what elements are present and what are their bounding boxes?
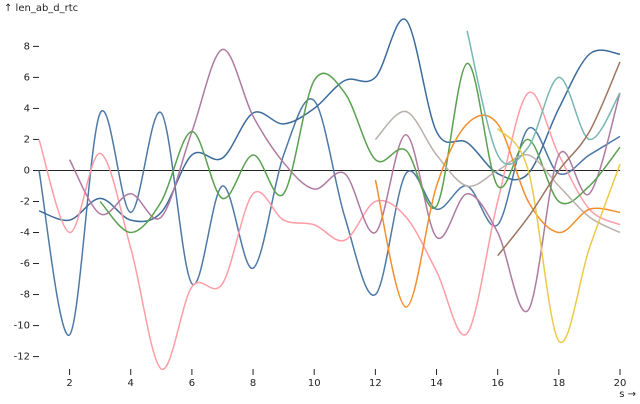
x-tick-label: 2 bbox=[66, 378, 72, 389]
series-line bbox=[99, 62, 621, 234]
x-tick-label: 18 bbox=[552, 378, 565, 389]
x-tick-label: 16 bbox=[491, 378, 504, 389]
x-tick-label: 12 bbox=[369, 378, 382, 389]
y-tick-label: 8 bbox=[24, 41, 30, 52]
y-tick-label: 4 bbox=[24, 103, 30, 114]
y-tick-label: 6 bbox=[24, 72, 30, 83]
x-tick-label: 6 bbox=[189, 378, 195, 389]
series-line bbox=[374, 114, 621, 308]
y-tick-label: -10 bbox=[14, 321, 30, 332]
series-line bbox=[466, 30, 621, 166]
y-tick-label: 0 bbox=[24, 165, 30, 176]
series-line bbox=[68, 48, 621, 313]
x-tick-label: 10 bbox=[308, 378, 321, 389]
x-tick-label: 4 bbox=[128, 378, 134, 389]
series-line bbox=[374, 110, 621, 234]
series-line bbox=[38, 91, 621, 370]
y-tick-label: -12 bbox=[14, 352, 30, 363]
series-line bbox=[497, 61, 621, 257]
x-tick-label: 14 bbox=[430, 378, 443, 389]
x-axis-label: s → bbox=[619, 389, 636, 400]
y-tick-label: -6 bbox=[20, 259, 30, 270]
x-tick-label: 20 bbox=[614, 378, 627, 389]
y-tick-label: -8 bbox=[20, 290, 30, 301]
series-line bbox=[38, 98, 621, 336]
y-tick-label: 2 bbox=[24, 134, 30, 145]
y-tick-label: -4 bbox=[20, 228, 30, 239]
y-tick-label: -2 bbox=[20, 196, 30, 207]
x-tick-label: 8 bbox=[250, 378, 256, 389]
y-axis-label: ↑ len_ab_d_rtc bbox=[4, 3, 78, 14]
series-line bbox=[497, 128, 621, 344]
